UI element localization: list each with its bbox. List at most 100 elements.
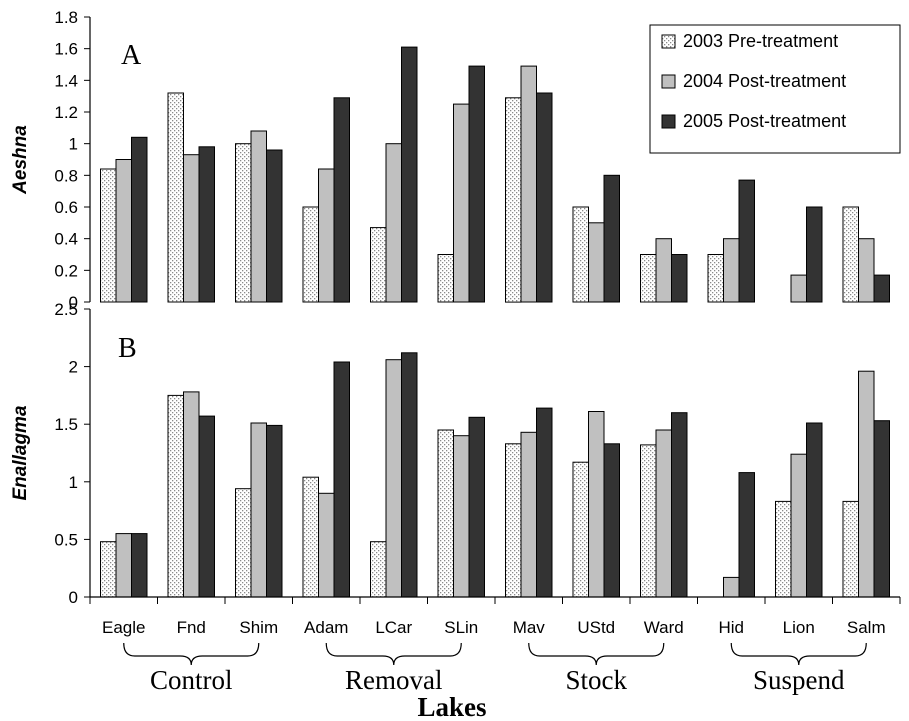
bar-slin-series-3 xyxy=(468,65,485,303)
bar-eagle-series-3 xyxy=(131,533,148,598)
x-tick-label-hid: Hid xyxy=(718,618,744,637)
bar-eagle-series-1 xyxy=(100,168,117,303)
bar-salm-series-1 xyxy=(842,206,859,303)
bar-salm-series-2 xyxy=(858,238,875,303)
panel-label: A xyxy=(121,40,142,71)
bar-mav-series-1 xyxy=(505,97,522,303)
group-bracket-stock xyxy=(528,642,665,666)
group-bracket-suspend xyxy=(730,642,867,666)
bar-lion-series-2 xyxy=(790,453,807,598)
y-tick-label: 1.2 xyxy=(54,103,78,122)
bar-ustd-series-2 xyxy=(588,222,605,303)
legend-entry-1: 2003 Pre-treatment xyxy=(683,31,838,51)
bar-salm-series-1 xyxy=(842,500,859,598)
panel-a-aeshna: 0 0.2 0.4 0.6 0.8 1 1.2 1.4 1.6 1.8 Aeshna A xyxy=(10,8,890,312)
bar-mav-series-2 xyxy=(520,65,537,303)
bar-adam-series-3 xyxy=(333,97,350,303)
y-tick-label: 1.6 xyxy=(54,40,78,59)
bar-slin-series-2 xyxy=(453,435,470,598)
bar-ustd-series-2 xyxy=(588,411,605,598)
y-tick-label: 0.5 xyxy=(54,530,78,549)
x-axis-label: Lakes xyxy=(417,692,486,721)
bar-hid-series-1 xyxy=(707,254,724,303)
group-label-removal: Removal xyxy=(345,665,442,695)
bar-lion-series-3 xyxy=(806,206,823,303)
bar-lcar-series-1 xyxy=(370,541,387,598)
bar-mav-series-3 xyxy=(536,407,553,598)
y-tick-label: 0 xyxy=(69,588,78,607)
bar-slin-series-1 xyxy=(437,254,454,303)
bar-lion-series-3 xyxy=(806,422,823,598)
bar-ward-series-3 xyxy=(671,254,688,303)
x-tick-label-salm: Salm xyxy=(847,618,886,637)
bar-mav-series-1 xyxy=(505,443,522,598)
x-tick-label-shim: Shim xyxy=(239,618,278,637)
bar-lcar-series-3 xyxy=(401,352,418,598)
bar-adam-series-1 xyxy=(302,206,319,303)
x-tick-label-fnd: Fnd xyxy=(177,618,206,637)
bar-shim-series-1 xyxy=(235,143,252,303)
bar-shim-series-2 xyxy=(250,422,267,598)
bar-fnd-series-3 xyxy=(198,415,215,598)
legend-entry-2: 2004 Post-treatment xyxy=(683,71,846,91)
bar-slin-series-1 xyxy=(437,429,454,598)
legend-entry-3: 2005 Post-treatment xyxy=(683,111,846,131)
x-tick-label-mav: Mav xyxy=(513,618,546,637)
y-tick-label: 2.5 xyxy=(54,300,78,319)
bar-hid-series-3 xyxy=(738,179,755,303)
bar-shim-series-1 xyxy=(235,488,252,598)
y-tick-label: 0.8 xyxy=(54,166,78,185)
bar-adam-series-2 xyxy=(318,492,335,598)
bar-ustd-series-1 xyxy=(572,461,589,598)
group-label-control: Control xyxy=(150,665,233,695)
y-tick-label: 0.2 xyxy=(54,261,78,280)
bar-slin-series-2 xyxy=(453,103,470,303)
bar-fnd-series-2 xyxy=(183,391,200,598)
group-label-stock: Stock xyxy=(565,665,627,695)
bar-eagle-series-2 xyxy=(115,533,132,598)
panel-b-enallagma: 0 0.5 1 1.5 2 2.5 Enallagma B xyxy=(10,300,890,607)
y-tick-label: 0 xyxy=(69,293,78,312)
x-tick-label-adam: Adam xyxy=(304,618,348,637)
y-tick-label: 1 xyxy=(69,135,78,154)
bar-fnd-series-3 xyxy=(198,146,215,303)
x-tick-label-ustd: UStd xyxy=(577,618,615,637)
bar-adam-series-3 xyxy=(333,361,350,598)
bar-ustd-series-1 xyxy=(572,206,589,303)
bar-eagle-series-3 xyxy=(131,136,148,303)
bar-shim-series-2 xyxy=(250,130,267,303)
y-tick-label: 2 xyxy=(69,358,78,377)
bar-lcar-series-3 xyxy=(401,46,418,303)
x-axis: Eagle Fnd Shim Adam LCar SLin Mav UStd Ward Hid Li… xyxy=(89,596,901,721)
bar-ward-series-2 xyxy=(655,238,672,303)
legend: 2003 Pre-treatment 2004 Post-treatment 200… xyxy=(649,24,901,154)
y-tick-label: 1.8 xyxy=(54,8,78,27)
bar-lcar-series-2 xyxy=(385,143,402,303)
bar-eagle-series-2 xyxy=(115,159,132,303)
bar-hid-series-3 xyxy=(738,472,755,598)
bar-hid-series-2 xyxy=(723,238,740,303)
bar-salm-series-3 xyxy=(873,274,890,303)
y-tick-label: 0.4 xyxy=(54,230,78,249)
y-tick-label: 1.4 xyxy=(54,71,78,90)
legend-swatch-3 xyxy=(661,114,676,129)
y-tick-label: 0.6 xyxy=(54,198,78,217)
x-tick-label-eagle: Eagle xyxy=(102,618,145,637)
bar-hid-series-2 xyxy=(723,576,740,598)
group-bracket-control xyxy=(123,642,260,666)
x-tick-label-lion: Lion xyxy=(783,618,815,637)
x-tick-label-ward: Ward xyxy=(644,618,684,637)
bar-ustd-series-3 xyxy=(603,174,620,303)
bar-adam-series-1 xyxy=(302,476,319,598)
x-tick-label-lcar: LCar xyxy=(375,618,412,637)
legend-swatch-1 xyxy=(661,34,676,49)
bar-ward-series-1 xyxy=(640,444,657,598)
y-axis-label: Aeshna xyxy=(10,125,31,195)
bar-fnd-series-1 xyxy=(167,92,184,303)
bar-eagle-series-1 xyxy=(100,541,117,598)
bar-fnd-series-2 xyxy=(183,154,200,303)
y-axis-label: Enallagma xyxy=(10,405,31,500)
bar-fnd-series-1 xyxy=(167,394,184,598)
bar-mav-series-2 xyxy=(520,431,537,598)
